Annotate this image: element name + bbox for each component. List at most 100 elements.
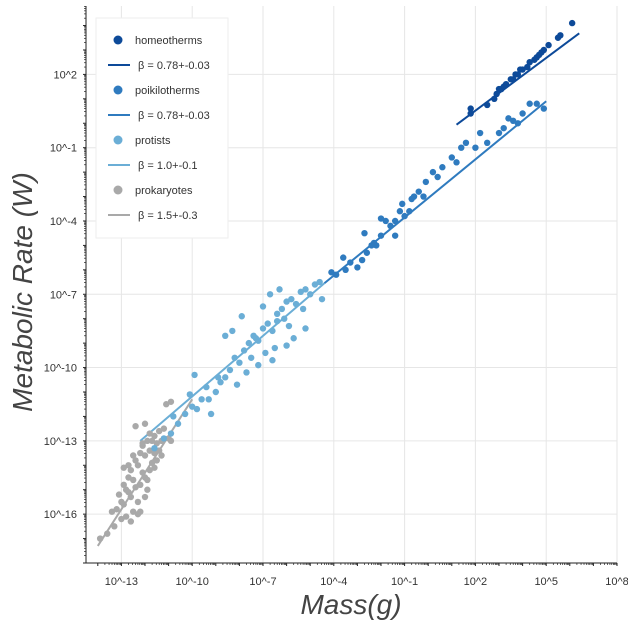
data-point-prokaryotes <box>127 466 135 474</box>
data-point-prokaryotes <box>146 447 153 454</box>
data-point-poikilotherms <box>458 144 465 151</box>
y-axis-title: Metabolic Rate (W) <box>7 172 38 412</box>
x-tick-label: 10^-1 <box>391 576 418 588</box>
data-point-protists <box>240 347 248 354</box>
data-point-poikilotherms <box>453 159 460 166</box>
data-point-prokaryotes <box>130 508 137 515</box>
data-point-prokaryotes <box>134 462 142 469</box>
data-point-protists <box>278 305 286 313</box>
data-point-prokaryotes <box>167 398 175 405</box>
data-point-protists <box>205 396 212 403</box>
data-point-poikilotherms <box>363 249 371 256</box>
data-point-protists <box>181 410 189 418</box>
data-point-protists <box>269 327 276 335</box>
y-tick-label: 10^-7 <box>50 289 77 301</box>
data-point-protists <box>222 374 229 381</box>
data-point-prokaryotes <box>132 484 139 491</box>
data-point-prokaryotes <box>155 427 163 435</box>
data-point-poikilotherms <box>476 129 484 137</box>
data-point-prokaryotes <box>163 401 170 408</box>
data-point-homeotherms <box>502 80 510 88</box>
x-tick-label: 10^-7 <box>249 576 276 588</box>
data-point-prokaryotes <box>120 464 127 471</box>
data-point-prokaryotes <box>155 447 163 454</box>
y-tick-label: 10^-1 <box>50 143 77 155</box>
data-point-prokaryotes <box>144 486 151 493</box>
data-point-poikilotherms <box>391 217 399 225</box>
data-point-poikilotherms <box>526 100 533 107</box>
data-point-protists <box>307 291 314 298</box>
data-point-poikilotherms <box>396 208 404 215</box>
y-tick-label: 10^2 <box>53 69 77 81</box>
data-point-prokaryotes <box>141 493 149 501</box>
data-point-poikilotherms <box>422 178 430 186</box>
data-point-prokaryotes <box>125 488 132 496</box>
x-tick-label: 10^-4 <box>320 576 347 588</box>
data-point-protists <box>276 286 283 293</box>
legend-marker-homeotherms <box>113 35 123 45</box>
data-point-poikilotherms <box>448 154 455 161</box>
data-point-prokaryotes <box>118 515 125 523</box>
data-point-protists <box>302 325 309 332</box>
data-point-protists <box>316 278 323 286</box>
data-point-protists <box>302 286 309 293</box>
data-point-prokaryotes <box>151 432 158 440</box>
data-point-prokaryotes <box>137 481 144 489</box>
data-point-poikilotherms <box>387 222 394 230</box>
data-point-poikilotherms <box>434 173 441 181</box>
data-point-homeotherms <box>519 66 526 73</box>
data-point-prokaryotes <box>139 440 146 447</box>
data-point-protists <box>217 379 224 386</box>
data-point-prokaryotes <box>141 420 149 427</box>
data-point-protists <box>189 403 196 410</box>
x-tick-label: 10^8 <box>605 576 628 588</box>
data-point-protists <box>283 342 290 349</box>
data-point-prokaryotes <box>148 459 156 467</box>
data-point-poikilotherms <box>472 144 479 151</box>
data-point-poikilotherms <box>382 217 389 225</box>
data-point-prokaryotes <box>104 530 111 537</box>
data-point-poikilotherms <box>328 269 335 276</box>
data-point-protists <box>311 281 319 288</box>
data-point-protists <box>273 317 281 325</box>
data-point-poikilotherms <box>495 129 503 137</box>
data-point-prokaryotes <box>125 474 132 481</box>
x-tick-label: 10^-10 <box>176 576 209 588</box>
data-point-protists <box>193 405 201 413</box>
legend-marker-prokaryotes <box>113 185 123 195</box>
grid-lines <box>86 6 618 563</box>
data-point-prokaryotes <box>125 462 132 469</box>
data-point-protists <box>238 313 245 320</box>
data-point-protists <box>318 295 326 303</box>
data-points <box>96 19 576 542</box>
data-point-poikilotherms <box>347 259 354 266</box>
data-point-protists <box>269 357 276 364</box>
data-point-homeotherms <box>493 90 500 98</box>
data-point-poikilotherms <box>420 193 427 200</box>
data-point-protists <box>198 396 205 403</box>
legend-marker-poikilotherms <box>113 85 123 95</box>
data-point-poikilotherms <box>509 117 517 125</box>
y-tick-label: 10^-10 <box>44 363 77 375</box>
legend-label-homeotherms: homeotherms <box>135 35 203 47</box>
data-point-prokaryotes <box>167 437 175 445</box>
data-point-prokaryotes <box>137 508 144 515</box>
data-point-protists <box>236 359 243 366</box>
data-point-poikilotherms <box>462 139 470 147</box>
data-point-protists <box>191 371 198 379</box>
data-point-prokaryotes <box>153 457 160 464</box>
data-point-poikilotherms <box>377 215 385 222</box>
data-point-homeotherms <box>524 63 531 71</box>
data-point-protists <box>297 288 304 296</box>
data-point-prokaryotes <box>132 457 139 464</box>
data-point-homeotherms <box>509 76 517 83</box>
data-point-protists <box>160 435 168 442</box>
fit-line-homeotherms <box>455 32 580 126</box>
data-point-protists <box>243 369 250 376</box>
y-tick-label: 10^-16 <box>44 509 77 521</box>
data-point-prokaryotes <box>120 481 127 489</box>
data-point-protists <box>283 298 290 305</box>
data-point-poikilotherms <box>519 110 526 117</box>
data-point-protists <box>151 444 158 452</box>
